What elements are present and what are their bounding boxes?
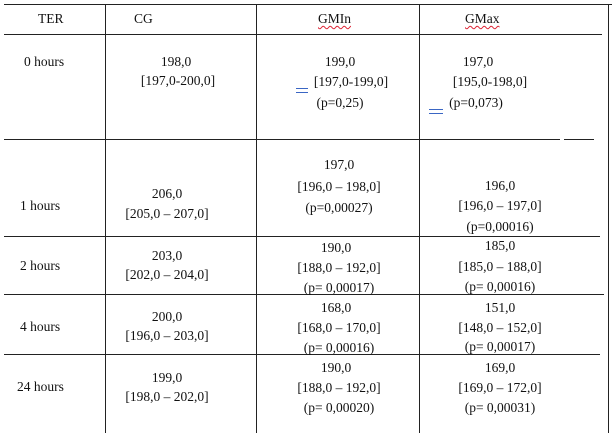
row-label: 0 hours <box>24 54 65 69</box>
cg-range: [202,0 – 204,0] <box>125 267 209 282</box>
gmax-pvalue: (p= 0,00016) <box>464 279 536 294</box>
gmin-range: [188,0 – 192,0] <box>297 380 381 395</box>
cg-range: [196,0 – 203,0] <box>125 328 209 343</box>
col-divider <box>608 4 609 433</box>
gmin-median: 197,0 <box>323 157 355 172</box>
cg-range: [205,0 – 207,0] <box>125 206 209 221</box>
gmax-range: [185,0 – 188,0] <box>458 259 542 274</box>
gmax-median: 151,0 <box>484 300 516 315</box>
header-divider <box>4 34 602 35</box>
table-top-border <box>4 4 612 5</box>
gmin-pvalue: (p=0,00027) <box>305 200 373 215</box>
row-label: 1 hours <box>20 198 61 213</box>
col-divider <box>419 4 420 433</box>
row-label: 4 hours <box>20 319 61 334</box>
header-cg: CG <box>134 11 153 26</box>
row-label: 24 hours <box>17 379 64 394</box>
gmin-pvalue: (p= 0,00017) <box>303 280 375 295</box>
gmin-range: [188,0 – 192,0] <box>297 260 381 275</box>
gmin-median: 190,0 <box>320 240 352 255</box>
cg-median: 206,0 <box>151 186 183 201</box>
gmin-median: 168,0 <box>320 300 352 315</box>
col-divider <box>105 4 106 433</box>
gmax-pvalue: (p= 0,00031) <box>464 400 536 415</box>
edit-marker-icon <box>429 109 443 114</box>
gmin-pvalue: (p= 0,00020) <box>303 400 375 415</box>
gmax-range: [148,0 – 152,0] <box>458 320 542 335</box>
row-label: 2 hours <box>20 258 61 273</box>
gmin-median: 199,0 <box>324 54 356 69</box>
header-ter: TER <box>38 11 64 26</box>
row-divider <box>4 354 600 355</box>
cg-range: [198,0 – 202,0] <box>125 389 209 404</box>
gmax-range: [169,0 – 172,0] <box>458 380 542 395</box>
gmax-median: 185,0 <box>484 238 516 253</box>
gmin-range: [168,0 – 170,0] <box>297 320 381 335</box>
row-divider <box>4 236 600 237</box>
gmax-pvalue: (p=0,00016) <box>466 219 534 234</box>
gmax-median: 169,0 <box>484 360 516 375</box>
header-gmax: GMax <box>465 11 500 26</box>
gmax-range: [196,0 – 197,0] <box>458 198 542 213</box>
cg-median: 198,0 <box>160 54 192 69</box>
row-divider <box>4 294 604 295</box>
cg-median: 199,0 <box>151 370 183 385</box>
cg-range: [197,0-200,0] <box>140 73 216 88</box>
cg-median: 203,0 <box>151 248 183 263</box>
gmin-range: [197,0-199,0] <box>313 74 389 89</box>
gmax-pvalue: (p=0,073) <box>449 95 503 110</box>
gmin-pvalue: (p= 0,00016) <box>303 340 375 355</box>
gmin-median: 190,0 <box>320 360 352 375</box>
cg-median: 200,0 <box>151 309 183 324</box>
gmax-median: 197,0 <box>462 54 494 69</box>
gmin-pvalue: (p=0,25) <box>316 95 364 110</box>
gmax-range: [195,0-198,0] <box>452 74 528 89</box>
gmax-pvalue: (p= 0,00017) <box>464 339 536 354</box>
gmax-median: 196,0 <box>484 178 516 193</box>
row-overhang <box>564 139 594 140</box>
gmin-range: [196,0 – 198,0] <box>297 179 381 194</box>
col-divider <box>256 4 257 433</box>
row-divider <box>4 139 560 140</box>
edit-marker-icon <box>296 88 308 93</box>
header-gmin: GMIn <box>318 11 351 26</box>
